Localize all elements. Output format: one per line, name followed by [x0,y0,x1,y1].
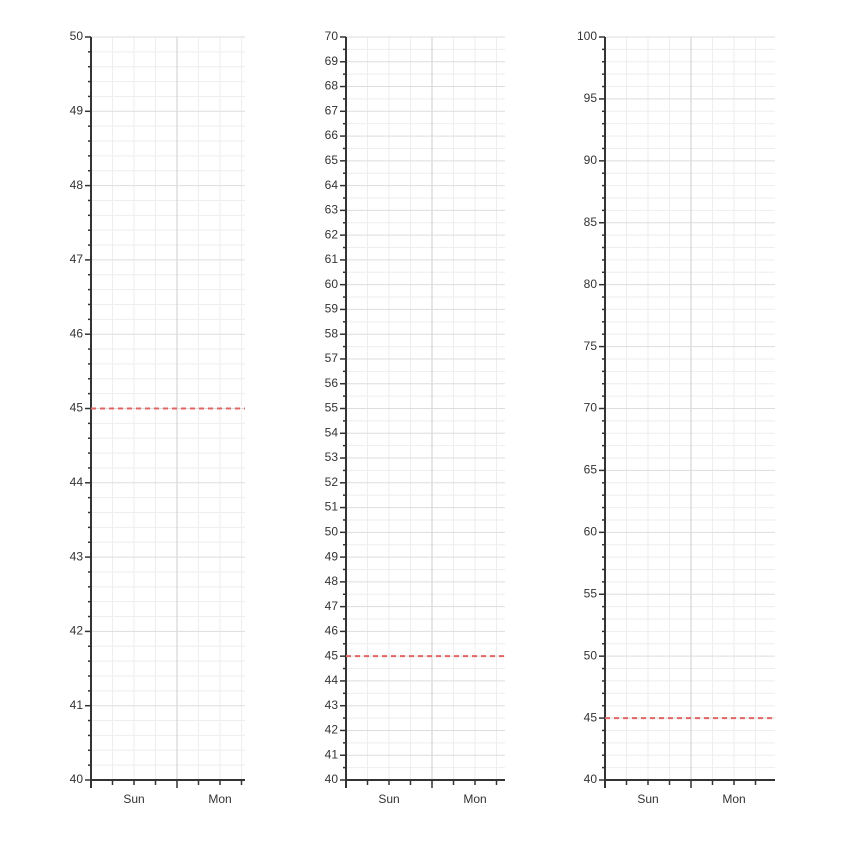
y-tick-label: 45 [70,401,84,415]
y-tick-label: 85 [584,215,598,229]
y-tick-label: 44 [70,475,84,489]
y-tick-label: 43 [70,549,84,563]
y-tick-label: 47 [325,599,339,613]
x-tick-label: Mon [208,792,231,806]
y-tick-label: 55 [325,401,339,415]
y-tick-label: 50 [584,648,598,662]
y-tick-label: 48 [70,178,84,192]
y-tick-label: 56 [325,376,339,390]
y-tick-label: 47 [70,252,84,266]
y-tick-label: 66 [325,128,339,142]
y-tick-label: 100 [577,29,597,43]
y-tick-label: 58 [325,326,339,340]
y-tick-label: 55 [584,586,598,600]
y-tick-label: 45 [584,710,598,724]
x-tick-label: Sun [123,792,144,806]
y-tick-label: 54 [325,425,339,439]
y-tick-label: 65 [584,463,598,477]
y-tick-label: 40 [584,772,598,786]
y-tick-label: 62 [325,227,339,241]
y-tick-label: 51 [325,500,339,514]
y-tick-label: 42 [325,723,339,737]
y-tick-label: 68 [325,79,339,93]
y-tick-label: 60 [584,525,598,539]
y-tick-label: 50 [325,525,339,539]
y-tick-label: 46 [70,326,84,340]
y-tick-label: 70 [584,401,598,415]
x-tick-label: Mon [722,792,745,806]
y-tick-label: 42 [70,624,84,638]
y-tick-label: 44 [325,673,339,687]
y-tick-label: 70 [325,29,339,43]
x-tick-label: Sun [378,792,399,806]
y-tick-label: 65 [325,153,339,167]
y-tick-label: 59 [325,302,339,316]
y-tick-label: 60 [325,277,339,291]
y-tick-label: 41 [70,698,84,712]
y-tick-label: 53 [325,450,339,464]
y-tick-label: 69 [325,54,339,68]
y-tick-label: 40 [70,772,84,786]
y-tick-label: 48 [325,574,339,588]
y-tick-label: 61 [325,252,339,266]
y-tick-label: 49 [70,103,84,117]
y-tick-label: 67 [325,103,339,117]
y-tick-label: 49 [325,549,339,563]
y-tick-label: 57 [325,351,339,365]
y-tick-label: 52 [325,475,339,489]
y-tick-label: 50 [70,29,84,43]
y-tick-label: 45 [325,648,339,662]
y-tick-label: 64 [325,178,339,192]
y-tick-label: 90 [584,153,598,167]
y-tick-label: 95 [584,91,598,105]
y-tick-label: 46 [325,624,339,638]
x-tick-label: Mon [463,792,486,806]
y-tick-label: 63 [325,203,339,217]
y-tick-label: 40 [325,772,339,786]
y-tick-label: 75 [584,339,598,353]
y-tick-label: 43 [325,698,339,712]
y-tick-label: 80 [584,277,598,291]
y-tick-label: 41 [325,747,339,761]
x-tick-label: Sun [637,792,658,806]
